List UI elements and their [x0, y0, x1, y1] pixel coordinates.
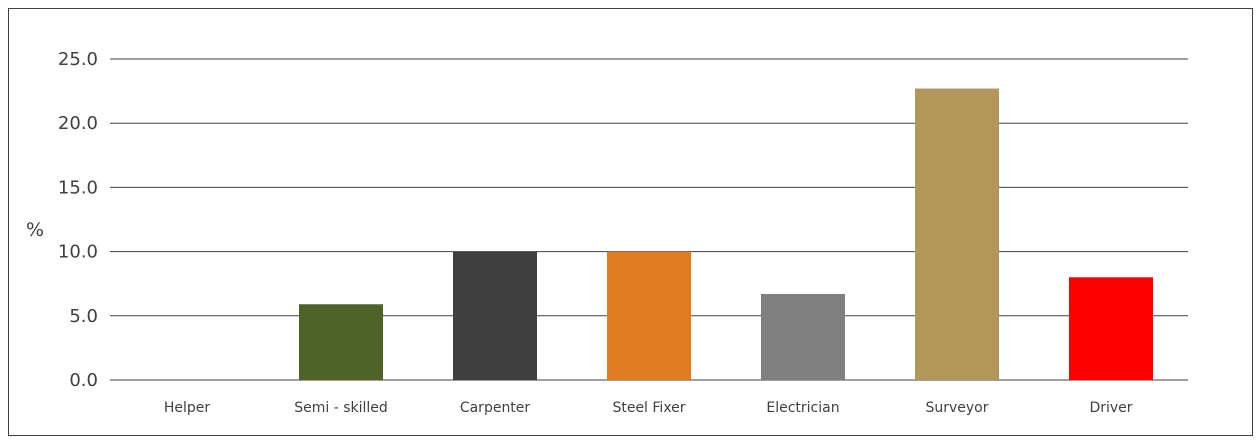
x-category-label: Helper: [164, 400, 211, 416]
bar-semi-skilled: [299, 304, 383, 380]
x-category-label: Steel Fixer: [612, 400, 685, 416]
y-tick-labels: 0.0 5.0 10.0 15.0 20.0 25.0: [58, 49, 98, 391]
x-category-label: Electrician: [766, 400, 839, 416]
gridlines: [110, 58, 1188, 381]
x-category-label: Driver: [1089, 400, 1132, 416]
y-tick-label: 20.0: [58, 113, 98, 134]
bar-electrician: [761, 293, 845, 380]
y-tick-label: 15.0: [58, 177, 98, 198]
bar-carpenter: [453, 251, 537, 380]
y-tick-label: 5.0: [69, 306, 98, 327]
bar-steel-fixer: [607, 251, 691, 380]
x-category-label: Semi - skilled: [294, 400, 388, 416]
bar-driver: [1069, 277, 1153, 380]
y-axis-label: %: [26, 219, 44, 241]
x-category-label: Carpenter: [460, 400, 531, 416]
y-tick-label: 10.0: [58, 242, 98, 263]
bar-surveyor: [915, 88, 999, 381]
x-category-label: Surveyor: [925, 400, 988, 416]
bars: [299, 88, 1153, 381]
y-tick-label: 0.0: [69, 370, 98, 391]
y-tick-label: 25.0: [58, 49, 98, 70]
x-category-labels: Helper Semi - skilled Carpenter Steel Fixer…: [164, 400, 1133, 416]
